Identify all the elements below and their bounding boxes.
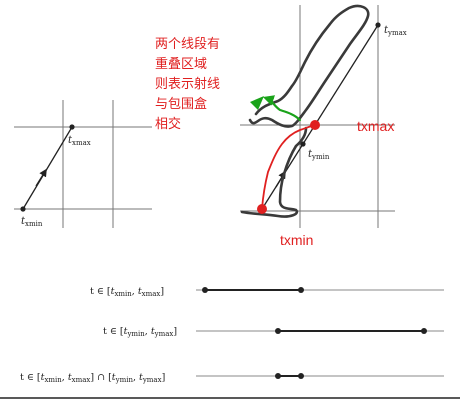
annotation-line-1: 两个线段有: [155, 37, 220, 52]
row-i-start: [275, 373, 281, 379]
row-x-label: t ∈ [txmin, txmax]: [90, 286, 164, 298]
annotation-line-2: 重叠区域: [155, 56, 207, 72]
interval-row-intersection: t ∈ [txmin, txmax] ∩ [tymin, tymax]: [20, 372, 444, 384]
annotation-text: 两个线段有 重叠区域 则表示射线 与包围盒 相交: [155, 37, 220, 132]
annotation-line-4: 与包围盒: [155, 96, 207, 112]
red-label-txmin: txmin: [280, 232, 313, 248]
right-point-tymin: [300, 141, 306, 147]
row-x-start: [202, 287, 208, 293]
left-label-tmin: txmin: [21, 216, 43, 228]
row-i-end: [298, 373, 304, 379]
interval-row-y: t ∈ [tymin, tymax]: [103, 326, 444, 338]
row-x-end: [298, 287, 304, 293]
left-point-tmin: [20, 206, 26, 212]
left-point-tmax: [69, 124, 75, 130]
left-label-tmax: txmax: [68, 135, 91, 147]
annotation-line-3: 则表示射线: [155, 76, 220, 92]
red-overlap-segment: [261, 124, 316, 210]
red-point-txmax: [310, 120, 320, 130]
green-arrow: [262, 95, 302, 122]
dark-scribble: [240, 4, 370, 218]
green-arrow-head: [250, 96, 264, 110]
row-y-label: t ∈ [tymin, tymax]: [103, 326, 177, 338]
right-box-diagram: tymin tymax txmax txmin: [240, 4, 407, 248]
left-box-diagram: txmax txmin: [14, 100, 152, 228]
right-label-tymax: tymax: [384, 25, 407, 37]
row-i-label: t ∈ [txmin, txmax] ∩ [tymin, tymax]: [20, 372, 165, 384]
row-y-end: [421, 328, 427, 334]
red-point-txmin: [257, 204, 267, 214]
left-ray: [22, 126, 73, 210]
row-y-start: [275, 328, 281, 334]
interval-row-x: t ∈ [txmin, txmax]: [90, 286, 444, 298]
right-label-tymin: tymin: [308, 149, 330, 161]
annotation-line-5: 相交: [155, 116, 181, 132]
left-ray-arrow: [35, 168, 47, 187]
red-label-txmax: txmax: [357, 118, 394, 134]
right-point-tymax: [375, 22, 381, 28]
